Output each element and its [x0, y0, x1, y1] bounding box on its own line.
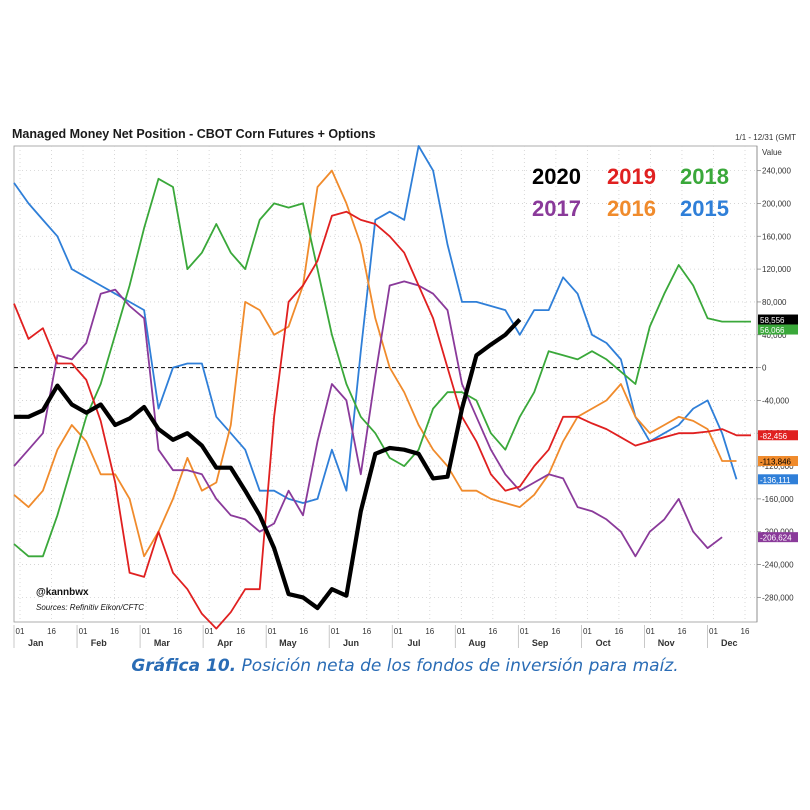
x-tick-label: 01 [457, 627, 466, 636]
month-label: Mar [154, 638, 171, 648]
y-tick-label: 160,000 [762, 232, 791, 241]
end-label-box [758, 456, 798, 467]
series-line-2018 [13, 177, 751, 558]
series-line-2015 [13, 145, 738, 504]
month-label: Sep [532, 638, 549, 648]
x-tick-label: 16 [236, 627, 245, 636]
legend-entry-2016: 2016 [607, 196, 656, 221]
y-tick-label: -240,000 [762, 561, 794, 570]
x-tick-label: 16 [614, 627, 623, 636]
y-tick-label: 200,000 [762, 199, 791, 208]
x-tick-label: 01 [520, 627, 529, 636]
legend: 2020 2019 2018 2017 2016 2015 [532, 164, 729, 221]
y-tick-label: -40,000 [762, 396, 790, 405]
y-tick-label: -120,000 [762, 462, 794, 471]
x-tick-label: 16 [362, 627, 371, 636]
x-tick-label: 01 [646, 627, 655, 636]
date-range: 1/1 - 12/31 (GMT [735, 133, 796, 142]
legend-entry-2019: 2019 [607, 164, 656, 189]
month-label: Jan [28, 638, 44, 648]
end-label-box [758, 532, 798, 543]
end-label-box [758, 474, 798, 485]
y-axis: 240,000 200,000 160,000 120,000 80,000 40,000… [756, 146, 794, 622]
x-tick-label: 16 [488, 627, 497, 636]
month-label: May [279, 638, 297, 648]
x-tick-label: 01 [205, 627, 214, 636]
end-label: -136,111 [760, 476, 791, 485]
month-label: Oct [596, 638, 611, 648]
x-tick-label: 16 [173, 627, 182, 636]
x-tick-label: 01 [16, 627, 25, 636]
x-tick-label: 01 [331, 627, 340, 636]
chart-title: Managed Money Net Position - CBOT Corn F… [12, 127, 376, 141]
figure-caption: Gráfica 10. Posición neta de los fondos … [0, 656, 810, 676]
month-label: Nov [658, 638, 675, 648]
end-label: -113,846 [760, 458, 792, 467]
series-line-2019 [13, 210, 751, 630]
x-tick-label: 16 [551, 627, 560, 636]
month-label: Apr [217, 638, 233, 648]
series-line-2016 [13, 169, 737, 558]
x-axis: 01 16 01 16 01 16 01 16 01 16 01 16 01 16 01 16 01 16 01 16… [13, 625, 750, 648]
caption-text: Posición neta de los fondos de inversión… [236, 656, 679, 676]
x-tick-label: 16 [299, 627, 308, 636]
plot-area [13, 145, 758, 623]
end-label-box [758, 314, 798, 325]
source-annotation: Sources: Refinitiv Eikon/CFTC [36, 603, 144, 612]
series-line-2020 [14, 318, 522, 611]
end-label: 58,556 [760, 316, 785, 325]
legend-entry-2018: 2018 [680, 164, 729, 189]
legend-entry-2020: 2020 [532, 164, 581, 189]
series-lines [13, 145, 751, 630]
x-tick-label: 01 [268, 627, 277, 636]
y-tick-label: 240,000 [762, 167, 791, 176]
month-label: Jul [408, 638, 421, 648]
x-tick-label: 01 [142, 627, 151, 636]
y-tick-label: 0 [762, 364, 767, 373]
legend-entry-2015: 2015 [680, 196, 729, 221]
x-tick-label: 01 [79, 627, 88, 636]
x-tick-label: 01 [709, 627, 718, 636]
end-label-box [758, 324, 798, 335]
x-tick-label: 16 [425, 627, 434, 636]
y-tick-label: 40,000 [762, 331, 787, 340]
x-tick-label: 01 [583, 627, 592, 636]
y-axis-label: Value [762, 148, 782, 157]
x-tick-label: 16 [47, 627, 56, 636]
y-tick-label: -160,000 [762, 495, 794, 504]
end-label: -82,456 [760, 432, 788, 441]
grid [14, 146, 757, 622]
end-label: -206,624 [760, 534, 792, 543]
x-tick-label: 01 [394, 627, 403, 636]
caption-lead: Gráfica 10. [131, 656, 237, 676]
end-label: 56,066 [760, 326, 785, 335]
month-label: Dec [721, 638, 738, 648]
plot-frame [13, 145, 758, 623]
month-label: Jun [343, 638, 359, 648]
end-label-box [758, 430, 798, 441]
y-tick-label: 80,000 [762, 298, 787, 307]
x-tick-label: 16 [741, 627, 750, 636]
y-tick-label: 120,000 [762, 265, 791, 274]
legend-entry-2017: 2017 [532, 196, 581, 221]
x-tick-label: 16 [110, 627, 119, 636]
month-label: Aug [468, 638, 486, 648]
x-tick-label: 16 [678, 627, 687, 636]
handle-annotation: @kannbwx [36, 587, 89, 598]
month-label: Feb [91, 638, 108, 648]
y-tick-label: -280,000 [762, 593, 794, 602]
